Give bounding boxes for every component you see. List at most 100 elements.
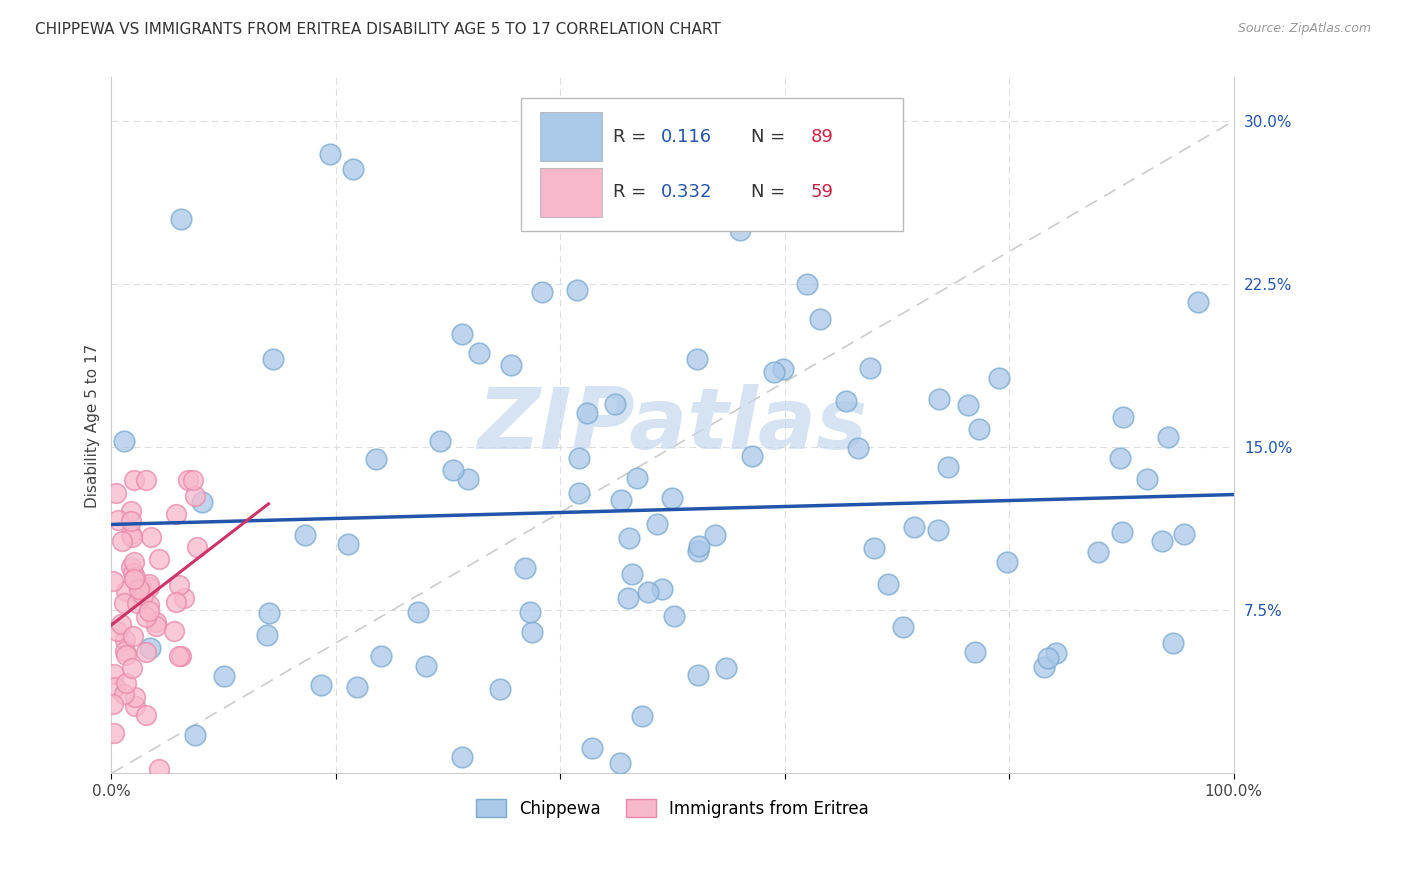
Point [936, 460, 959, 475]
Point [138, 598, 160, 612]
Point [170, 212, 193, 227]
Point [169, 578, 191, 592]
Text: 0.332: 0.332 [661, 183, 713, 202]
Point [138, 577, 160, 591]
Point [686, 543, 709, 558]
Point [631, 709, 654, 723]
Point [128, 582, 150, 596]
Point [519, 605, 541, 619]
Point [637, 585, 659, 599]
Point [101, 698, 124, 712]
Point [262, 352, 284, 367]
Point [135, 645, 157, 659]
Point [294, 528, 316, 542]
Point [662, 609, 685, 624]
Point [319, 146, 342, 161]
Point [522, 625, 544, 640]
Point [112, 434, 135, 448]
Point [105, 485, 128, 500]
Point [688, 667, 710, 681]
Point [1136, 472, 1159, 486]
Point [1150, 533, 1173, 548]
Point [877, 577, 900, 591]
Point [605, 397, 627, 411]
Point [370, 649, 392, 664]
Point [891, 619, 914, 633]
Point [173, 591, 195, 606]
Point [104, 680, 127, 694]
Point [568, 486, 591, 500]
Text: R =: R = [613, 183, 652, 202]
Point [429, 434, 451, 448]
Text: 0.116: 0.116 [661, 128, 713, 145]
Point [963, 645, 986, 659]
Point [122, 555, 145, 569]
Point [114, 648, 136, 663]
FancyBboxPatch shape [540, 168, 602, 217]
Point [862, 541, 884, 556]
Point [903, 520, 925, 534]
Point [1087, 545, 1109, 559]
Text: R =: R = [613, 128, 652, 145]
Point [686, 351, 709, 366]
Point [336, 537, 359, 551]
Point [956, 398, 979, 412]
Point [165, 595, 187, 609]
Point [115, 583, 138, 598]
Point [124, 570, 146, 584]
Point [139, 641, 162, 656]
Point [987, 371, 1010, 385]
Point [148, 552, 170, 566]
Point [457, 472, 479, 486]
Point [1111, 525, 1133, 540]
Point [124, 690, 146, 705]
Point [184, 489, 207, 503]
Text: N =: N = [751, 128, 792, 145]
Point [609, 492, 631, 507]
Point [139, 530, 162, 544]
Point [834, 393, 856, 408]
Point [741, 449, 763, 463]
Point [121, 566, 143, 580]
Point [103, 667, 125, 681]
Point [645, 517, 668, 532]
Point [967, 422, 990, 436]
Point [135, 473, 157, 487]
Point [122, 473, 145, 487]
Point [513, 561, 536, 575]
Point [121, 530, 143, 544]
Point [441, 463, 464, 477]
Point [568, 450, 591, 465]
Point [121, 660, 143, 674]
Point [619, 531, 641, 545]
Point [120, 514, 142, 528]
Point [688, 539, 710, 553]
Point [342, 161, 364, 176]
Point [111, 533, 134, 548]
Point [177, 473, 200, 487]
Point [995, 555, 1018, 569]
Point [703, 528, 725, 542]
Point [181, 473, 204, 487]
Point [406, 605, 429, 619]
Point [651, 582, 673, 597]
Point [112, 596, 135, 610]
Point [256, 627, 278, 641]
Point [309, 678, 332, 692]
Point [120, 560, 142, 574]
FancyBboxPatch shape [540, 112, 602, 161]
Point [489, 682, 512, 697]
Point [105, 624, 128, 638]
Point [162, 624, 184, 639]
Point [499, 358, 522, 372]
Text: ZIPatlas: ZIPatlas [478, 384, 868, 467]
Point [927, 523, 949, 537]
Text: CHIPPEWA VS IMMIGRANTS FROM ERITREA DISABILITY AGE 5 TO 17 CORRELATION CHART: CHIPPEWA VS IMMIGRANTS FROM ERITREA DISA… [35, 22, 721, 37]
Point [191, 495, 214, 509]
Point [451, 750, 474, 764]
Point [763, 366, 786, 380]
Point [121, 629, 143, 643]
Point [120, 504, 142, 518]
Point [257, 606, 280, 620]
Point [112, 687, 135, 701]
